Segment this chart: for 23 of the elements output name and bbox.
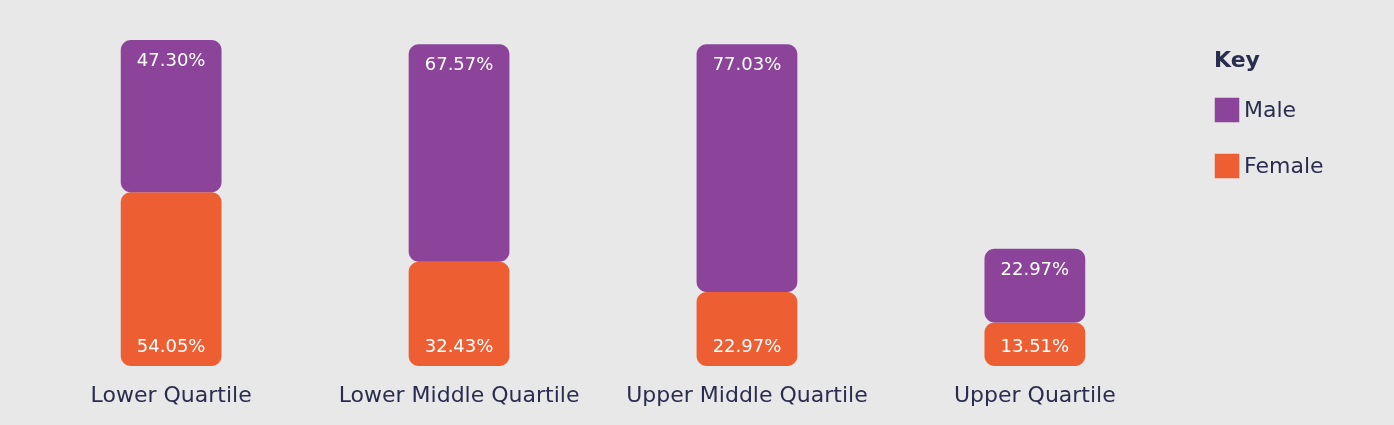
x-tick-label: Upper Middle Quartile (626, 381, 868, 407)
x-tick-label: Lower Middle Quartile (338, 381, 580, 407)
data-label: 22.97% (712, 335, 782, 356)
x-tick-label: Lower Quartile (90, 381, 252, 407)
data-label: 54.05% (136, 335, 206, 356)
bar (408, 44, 510, 262)
bar (696, 292, 798, 366)
data-label: 47.30% (136, 49, 206, 70)
bar (984, 248, 1086, 323)
legend-title: Key (1214, 47, 1260, 72)
bar (984, 322, 1086, 366)
bar (408, 261, 510, 366)
legend-label: Female (1244, 153, 1324, 178)
data-label: 67.57% (424, 53, 494, 75)
data-label: 32.43% (424, 335, 494, 356)
data-label: 22.97% (1000, 257, 1070, 279)
bar (120, 40, 222, 193)
data-label: 77.03% (712, 53, 782, 75)
x-tick-label: Upper Quartile (953, 381, 1116, 407)
data-label: 13.51% (1000, 335, 1070, 356)
bar (120, 192, 222, 366)
legend-label: Male (1244, 97, 1297, 122)
bar (696, 44, 798, 293)
